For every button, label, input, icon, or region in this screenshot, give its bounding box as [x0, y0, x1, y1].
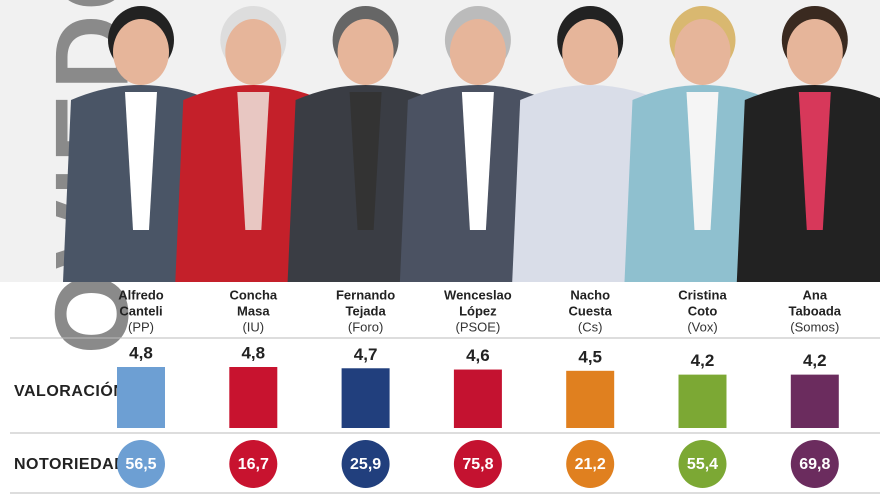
- figure-shirt: [237, 92, 270, 230]
- candidate-name: Coto: [688, 303, 718, 318]
- figure-shirt: [574, 92, 607, 230]
- bar: [341, 368, 390, 428]
- figure-face: [113, 19, 169, 85]
- candidate-party: (PSOE): [456, 319, 501, 334]
- candidate-name: Concha: [229, 287, 277, 302]
- bar: [229, 367, 278, 428]
- value-label: 4,7: [354, 345, 378, 364]
- candidate-name: Fernando: [336, 287, 395, 302]
- value-label: 21,2: [575, 456, 606, 473]
- figure-shirt: [461, 92, 494, 230]
- figure-face: [786, 19, 843, 85]
- candidate-party: (Foro): [348, 319, 383, 334]
- candidate-party: (Vox): [687, 319, 717, 334]
- figure-face: [562, 19, 619, 85]
- value-label: 4,2: [803, 351, 827, 370]
- notoriety-badge: [790, 440, 839, 488]
- notoriety-badge: [117, 440, 165, 488]
- candidate-name: Masa: [237, 303, 270, 318]
- bar: [566, 370, 615, 428]
- notoriety-badge: [678, 440, 727, 488]
- candidate-party: (IU): [242, 319, 264, 334]
- candidate-name: Cuesta: [569, 303, 613, 318]
- figure-face: [674, 19, 731, 85]
- candidate-party: (Somos): [790, 319, 839, 334]
- notoriety-badge: [229, 440, 278, 488]
- candidate-name: Cristina: [678, 287, 727, 302]
- figure-shirt: [798, 92, 831, 230]
- value-label: 4,8: [241, 343, 265, 362]
- figure-shirt: [125, 92, 157, 230]
- notoriety-badge: [341, 440, 390, 488]
- bar: [678, 374, 727, 428]
- figure-shirt: [686, 92, 719, 230]
- row-label: VALORACIÓN: [14, 381, 125, 400]
- figure-face: [225, 19, 282, 85]
- notoriety-badge: [566, 440, 615, 488]
- candidate-party: (Cs): [578, 319, 603, 334]
- candidate-name: López: [459, 303, 497, 318]
- value-label: 25,9: [350, 456, 381, 473]
- notoriety-badge: [453, 440, 502, 488]
- candidate-name: Canteli: [119, 303, 162, 318]
- bar: [453, 369, 502, 428]
- candidate-name: Wenceslao: [444, 287, 512, 302]
- photo: [63, 6, 880, 282]
- bar: [117, 367, 165, 428]
- figure-face: [449, 19, 506, 85]
- candidate-name: Alfredo: [118, 287, 164, 302]
- figure-shirt: [349, 92, 382, 230]
- figure-face: [337, 19, 394, 85]
- value-label: 69,8: [799, 456, 830, 473]
- candidate-name: Taboada: [789, 303, 842, 318]
- candidate-name: Nacho: [570, 287, 610, 302]
- value-label: 55,4: [687, 456, 718, 473]
- candidate-party: (PP): [128, 319, 154, 334]
- value-label: 4,5: [578, 347, 602, 366]
- value-label: 4,6: [466, 346, 490, 365]
- value-label: 16,7: [238, 456, 269, 473]
- value-label: 75,8: [462, 456, 493, 473]
- row-label: NOTORIEDAD: [14, 456, 126, 473]
- candidate-name: Ana: [803, 287, 828, 302]
- value-label: 56,5: [125, 456, 156, 473]
- candidate-name: Tejada: [345, 303, 386, 318]
- value-label: 4,8: [129, 343, 153, 362]
- value-label: 4,2: [691, 351, 715, 370]
- bar: [790, 374, 839, 428]
